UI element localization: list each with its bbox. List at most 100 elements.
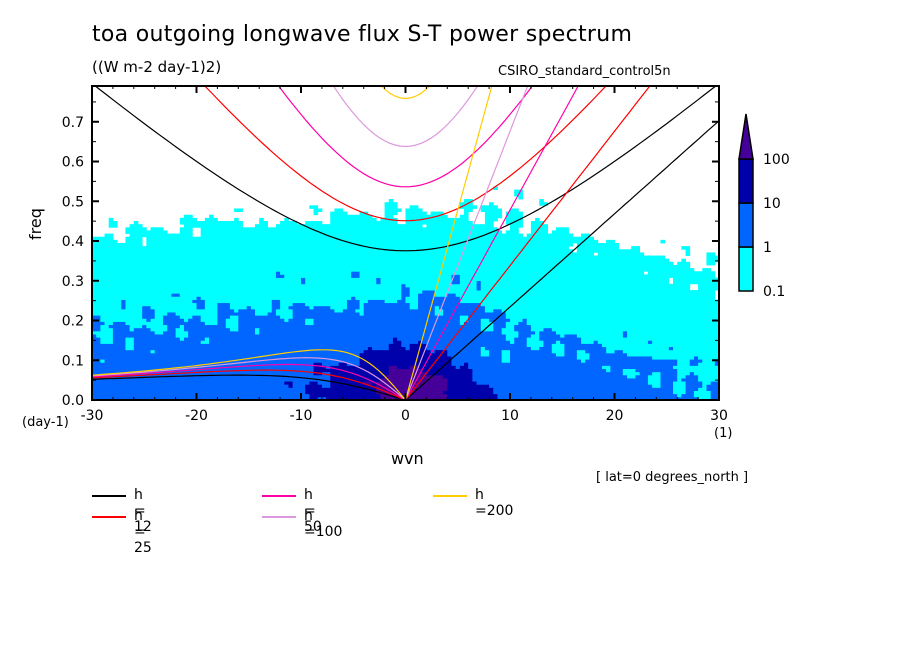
field-cell [652,346,657,351]
field-cell [459,378,465,382]
field-cell [426,308,431,313]
field-cell [597,390,603,395]
field-cell [426,299,431,304]
field-cell [305,343,310,348]
field-cell [259,293,264,297]
field-cell [601,346,607,351]
field-cell [413,362,419,366]
field-cell [631,312,636,316]
field-cell [597,359,603,363]
field-cell [593,381,599,385]
field-cell [250,299,256,304]
field-cell [175,327,181,332]
field-cell [560,330,565,335]
field-cell [539,349,544,354]
field-cell [204,356,210,360]
field-cell [397,371,402,376]
field-cell [137,296,143,300]
field-cell [522,390,528,395]
field-cell [526,340,532,344]
field-cell [271,381,277,385]
field-cell [213,340,218,344]
field-cell [673,312,678,316]
field-cell [401,381,406,385]
field-cell [292,340,298,344]
field-cell [380,324,385,329]
field-cell [484,396,490,400]
field-cell [330,299,335,304]
field-cell [530,315,536,319]
field-cell [309,359,314,363]
field-cell [434,321,440,326]
field-cell [438,337,444,341]
field-cell [401,387,406,391]
field-cell [305,324,310,329]
field-cell [355,362,360,366]
field-cell [447,315,452,319]
field-cell [681,359,686,363]
field-cell [622,330,628,335]
field-cell [677,365,682,369]
field-cell [154,334,160,338]
field-cell [96,362,101,366]
field-cell [330,362,335,366]
field-cell [163,387,168,391]
field-cell [405,356,411,360]
field-cell [92,315,97,319]
field-cell [359,321,365,326]
field-cell [610,302,615,307]
field-cell [401,312,406,316]
field-cell [301,315,306,319]
field-cell [401,378,406,382]
field-cell [551,356,557,360]
field-cell [397,315,402,319]
field-cell [681,315,686,319]
field-cell [108,330,114,335]
field-cell [171,305,176,310]
field-cell [413,343,419,348]
field-cell [585,365,590,369]
field-cell [346,337,352,341]
field-cell [438,343,444,348]
field-cell [292,359,298,363]
field-cell [555,337,561,341]
field-cell [706,327,712,332]
field-cell [443,371,448,376]
field-cell [154,378,160,382]
field-cell [510,352,515,357]
field-cell [555,330,561,335]
field-cell [238,359,243,363]
field-cell [426,384,431,388]
field-cell [334,299,340,304]
field-cell [196,381,202,385]
field-cell [338,330,344,335]
field-cell [246,378,252,382]
field-cell [376,340,381,344]
field-cell [229,337,235,341]
field-cell [317,368,323,373]
field-cell [530,349,536,354]
field-cell [681,362,686,366]
field-cell [489,299,494,304]
field-cell [652,324,657,329]
field-cell [526,346,532,351]
field-cell [635,330,640,335]
field-cell [493,356,498,360]
field-cell [217,384,222,388]
field-cell [464,368,469,373]
field-cell [225,315,231,319]
field-cell [426,396,431,400]
field-cell [296,393,302,398]
field-cell [622,387,628,391]
field-cell [618,305,624,310]
field-cell [464,302,469,307]
field-cell [560,352,565,357]
field-cell [652,305,657,310]
field-cell [685,318,691,322]
field-cell [576,371,582,376]
field-cell [702,308,707,313]
field-cell [468,393,473,398]
field-cell [484,296,490,300]
field-cell [647,384,653,388]
field-cell [158,324,164,329]
